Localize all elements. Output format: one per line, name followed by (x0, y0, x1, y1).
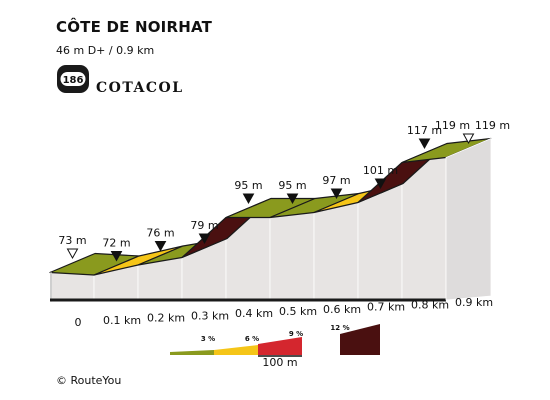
legend-scale-label: 100 m (262, 356, 297, 369)
x-tick-label-0: 0 (75, 316, 82, 329)
legend-swatch-6 (214, 345, 258, 355)
x-tick-label-2: 0.2 km (147, 312, 185, 325)
climb-title: CÔTE DE NOIRHAT (56, 18, 213, 36)
cotacol-number: 186 (63, 75, 84, 86)
x-tick-label-9: 0.9 km (455, 296, 493, 309)
elevation-label-5: 95 m (278, 179, 306, 192)
elevation-label-8: 117 m (407, 124, 442, 137)
x-tick-label-6: 0.6 km (323, 303, 361, 316)
x-tick-label-5: 0.5 km (279, 305, 317, 318)
legend-swatch-3 (170, 350, 214, 355)
x-tick-label-3: 0.3 km (191, 309, 229, 322)
elevation-label-1: 72 m (102, 237, 130, 250)
elevation-marker-3 (198, 233, 211, 245)
profile-walls (49, 157, 447, 301)
elevation-markers (66, 133, 475, 262)
elevation-marker-0 (66, 248, 79, 260)
elevation-label-2: 76 m (146, 227, 174, 240)
elevation-label-6: 97 m (322, 174, 350, 187)
legend-swatch-9 (258, 337, 302, 355)
elevation-label-3: 79 m (190, 219, 218, 232)
profile-wall-5 (269, 212, 315, 301)
legend-swatch-12 (340, 324, 380, 355)
elevation-marker-9 (462, 133, 475, 145)
legend-label-3: 3 % (201, 335, 215, 343)
legend-label-6: 6 % (245, 335, 259, 343)
copyright-text: © RouteYou (56, 374, 122, 387)
elevation-label-0: 73 m (58, 234, 86, 247)
cotacol-logo-text: COTACOL (96, 80, 184, 96)
profile-end-face (445, 137, 492, 301)
elevation-marker-1 (110, 251, 123, 262)
profile-start-face (50, 272, 52, 302)
profile-wall-6 (313, 201, 359, 301)
elevation-marker-4 (242, 193, 255, 205)
elevation-label-end: 119 m (475, 119, 510, 132)
profile-base (50, 137, 492, 302)
x-tick-label-4: 0.4 km (235, 307, 273, 320)
legend-label-12: 12 % (330, 324, 349, 332)
gradient-legend: 3 % 6 % 9 % 12 % 100 m (170, 324, 380, 369)
profile-wall-0 (49, 272, 95, 301)
climb-subtitle: 46 m D+ / 0.9 km (56, 44, 155, 57)
elevation-marker-6 (330, 188, 343, 200)
elevation-label-9: 119 m (435, 119, 470, 132)
x-tick-label-7: 0.7 km (367, 301, 405, 314)
elevation-marker-2 (154, 241, 167, 252)
x-tick-label-8: 0.8 km (411, 298, 449, 311)
elevation-marker-7 (374, 178, 387, 190)
elevation-label-4: 95 m (234, 179, 262, 192)
elevation-marker-5 (286, 193, 299, 205)
x-tick-labels: 0 0.1 km 0.2 km 0.3 km 0.4 km 0.5 km 0.6 km 0.7… (75, 296, 494, 329)
legend-label-9: 9 % (289, 330, 303, 338)
x-tick-label-1: 0.1 km (103, 314, 141, 327)
elevation-marker-8 (418, 138, 431, 150)
cotacol-badge-icon: 186 (57, 65, 89, 93)
elevation-label-7: 101 m (363, 164, 398, 177)
